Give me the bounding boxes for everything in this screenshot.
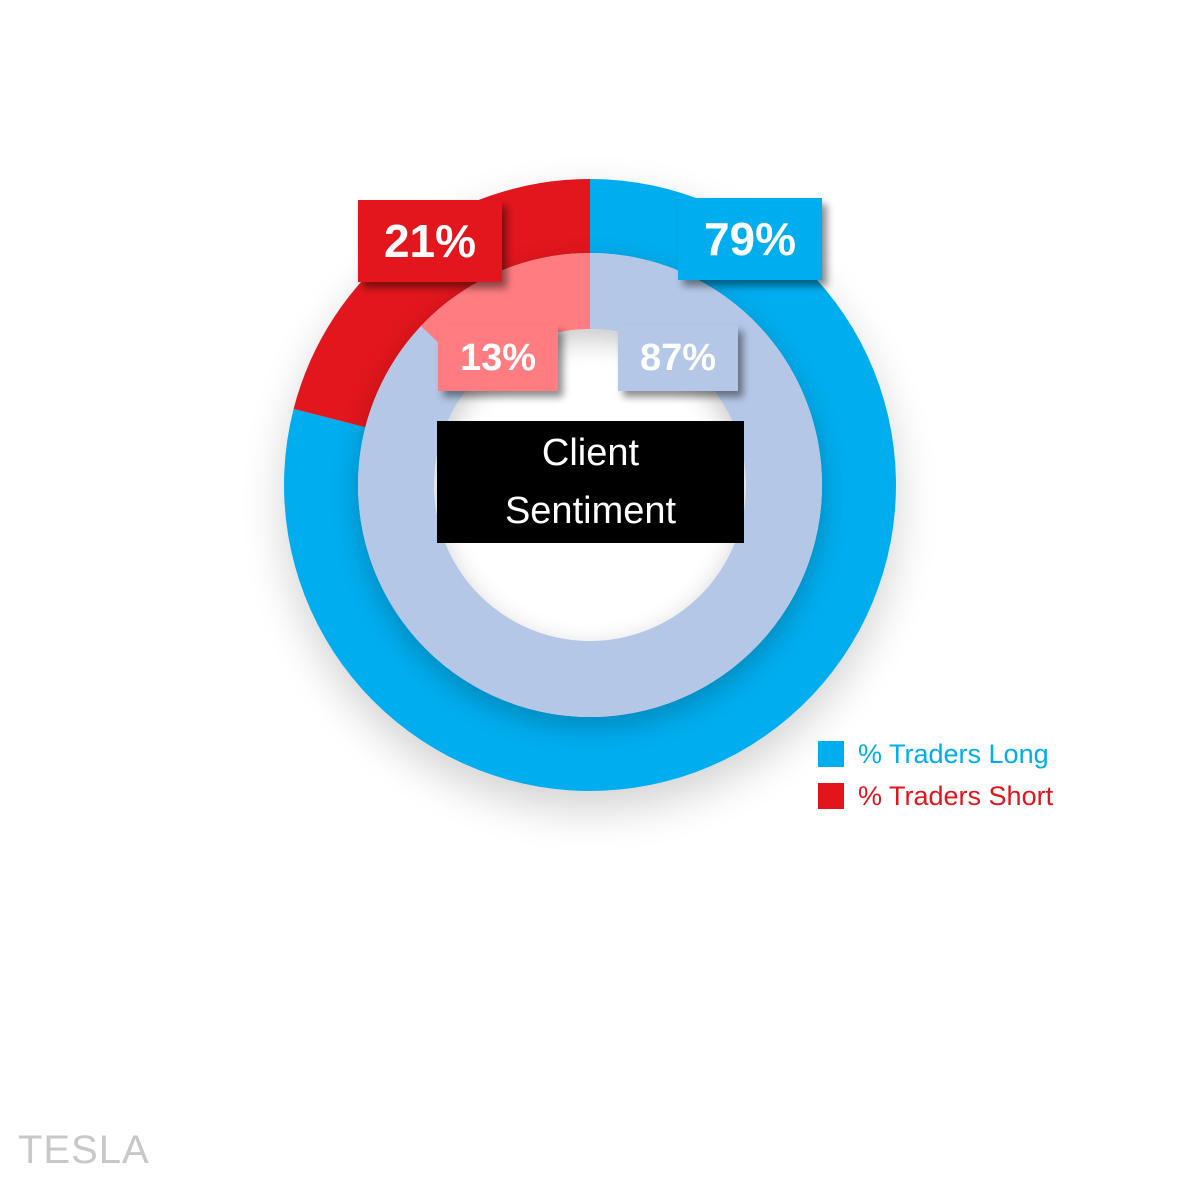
outer-slice-short — [293, 179, 590, 428]
center-title-line-2: Sentiment — [504, 490, 677, 532]
outer-label-long: 79% — [678, 198, 822, 280]
data-label: 87% — [640, 337, 716, 379]
legend-label-long: % Traders Long — [858, 738, 1049, 769]
center-title-line-1: Client — [541, 432, 640, 474]
legend-item-long: % Traders Long — [818, 733, 1053, 775]
outer-label-short: 21% — [358, 200, 502, 282]
data-label: 21% — [384, 215, 476, 267]
inner-label-long: 87% — [618, 325, 738, 391]
label-box — [678, 198, 822, 280]
center-title: Client Sentiment — [437, 421, 744, 543]
outer-ring — [284, 179, 896, 791]
data-label: 13% — [460, 337, 536, 379]
legend-swatch-long — [818, 741, 844, 767]
legend-swatch-short — [818, 783, 844, 809]
slice-labels: 79% 21% 87% 13% — [358, 198, 822, 391]
data-label: 79% — [704, 213, 796, 265]
legend-item-short: % Traders Short — [818, 775, 1053, 817]
label-box — [618, 325, 738, 391]
inner-label-short: 13% — [438, 325, 558, 391]
legend: % Traders Long % Traders Short — [818, 733, 1053, 817]
watermark: TESLA — [18, 1128, 150, 1172]
label-box — [438, 325, 558, 391]
label-box — [358, 200, 502, 282]
legend-label-short: % Traders Short — [858, 780, 1054, 811]
